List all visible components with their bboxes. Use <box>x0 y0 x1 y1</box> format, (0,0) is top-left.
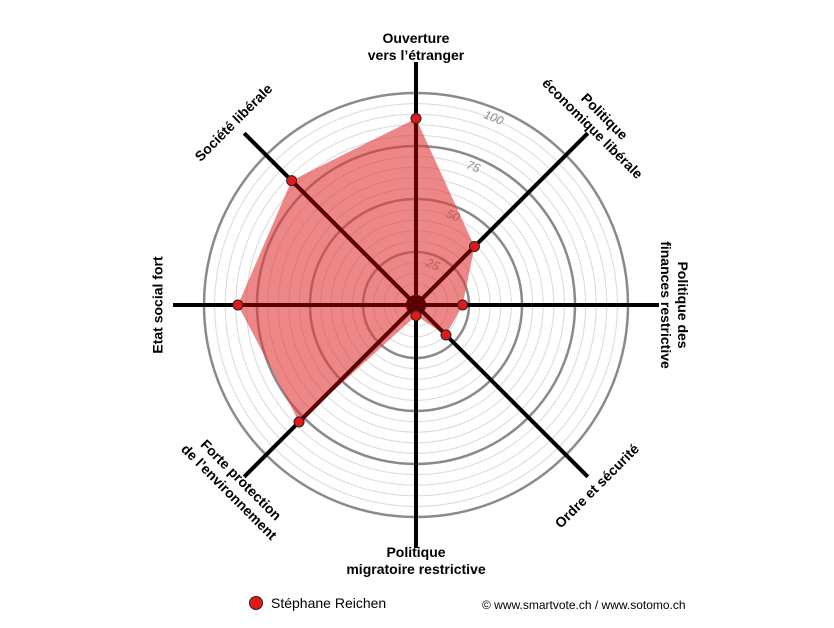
data-point <box>286 175 298 187</box>
data-point <box>293 416 305 428</box>
legend-marker-icon <box>249 596 263 610</box>
tick-label: 75 <box>464 158 482 176</box>
axis-label: Etat social fort <box>150 256 166 354</box>
data-point <box>468 241 480 253</box>
axis-label-group: Etat social fort <box>150 256 166 354</box>
data-point <box>410 112 422 124</box>
axis-label: migratoire restrictive <box>346 561 485 577</box>
data-point <box>457 299 469 311</box>
axis-label: Politique des <box>675 261 691 348</box>
axis-label: Politique <box>386 544 445 560</box>
radar-inner-spokes <box>237 118 476 424</box>
inner-spoke <box>297 303 418 424</box>
inner-spoke <box>290 179 418 307</box>
copyright-text: © www.smartvote.ch / www.sotomo.ch <box>482 598 686 612</box>
legend-label: Stéphane Reichen <box>271 595 387 611</box>
data-point <box>440 329 452 341</box>
axis-label: finances restrictive <box>658 241 674 369</box>
data-point <box>410 310 422 322</box>
axis-label: vers l’étranger <box>368 47 465 63</box>
legend: Stéphane Reichen <box>249 595 386 611</box>
axis-label: Ouverture <box>383 30 450 46</box>
radar-points <box>232 112 480 428</box>
data-point <box>232 299 244 311</box>
inner-spoke <box>414 245 476 307</box>
